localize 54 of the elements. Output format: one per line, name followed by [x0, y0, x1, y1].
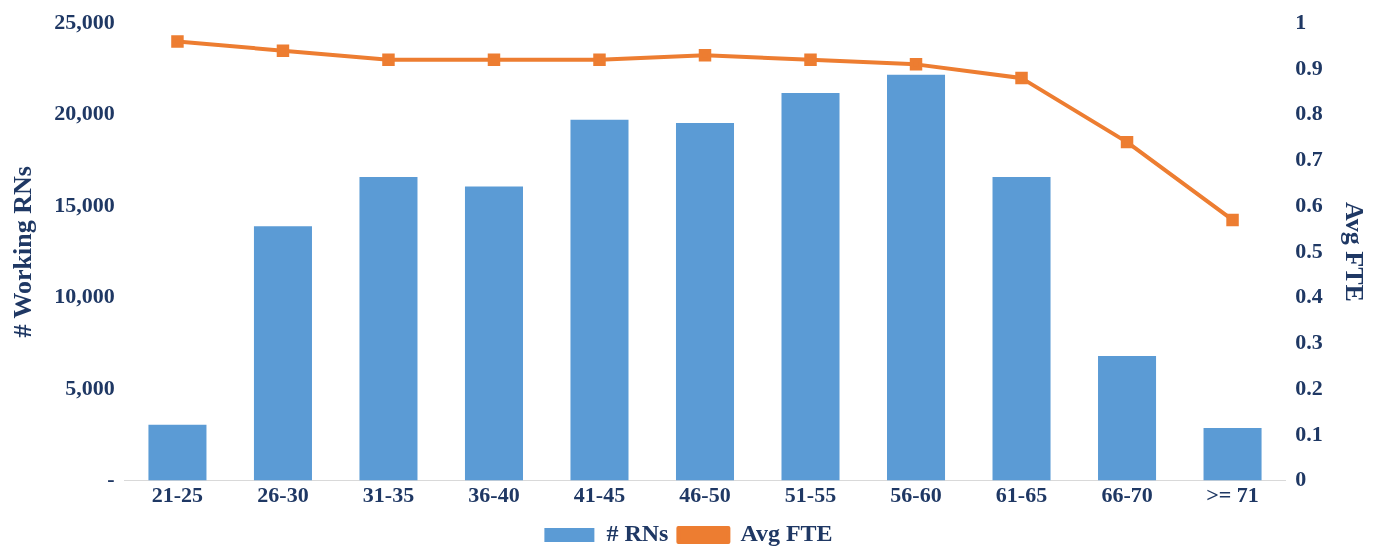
- point: [276, 44, 290, 57]
- y-tick-label: 5,000: [65, 374, 115, 400]
- bar: [781, 92, 840, 481]
- bar: [570, 119, 629, 481]
- legend-label: # RNs: [606, 520, 669, 547]
- x-tick-label: 26-30: [257, 482, 309, 508]
- x-tick-label: 46-50: [679, 482, 731, 508]
- bar: [359, 176, 418, 481]
- point: [804, 53, 817, 67]
- bar: [992, 176, 1051, 481]
- x-tick-label: 21-25: [151, 482, 204, 508]
- point: [171, 35, 184, 48]
- bar: [1098, 356, 1157, 481]
- bar: [675, 123, 735, 481]
- x-tick-label: 51-55: [784, 482, 837, 508]
- y2-tick-label: 0.8: [1295, 100, 1323, 126]
- y2-axis-title: Avg FTE: [1339, 201, 1369, 302]
- point: [1226, 213, 1239, 227]
- y2-tick-label: 0.6: [1295, 191, 1323, 217]
- point: [1120, 135, 1134, 149]
- y-tick-label: 10,000: [54, 283, 115, 309]
- legend-label: Avg FTE: [740, 520, 833, 547]
- y-tick-label: 25,000: [54, 8, 115, 34]
- point: [382, 53, 395, 67]
- bar: [464, 186, 523, 481]
- point: [487, 53, 501, 67]
- y2-tick-label: 1: [1295, 8, 1307, 34]
- y2-tick-label: 0.3: [1295, 329, 1323, 355]
- y2-tick-label: 0.1: [1295, 420, 1323, 446]
- point: [698, 48, 712, 62]
- y-tick-label: 20,000: [54, 100, 115, 126]
- x-tick-label: 41-45: [573, 482, 626, 508]
- y2-tick-label: 0.7: [1295, 146, 1323, 172]
- y-tick-label: 15,000: [54, 191, 115, 217]
- y2-tick-label: 0: [1295, 466, 1307, 492]
- y2-tick-label: 0.2: [1295, 374, 1323, 400]
- x-tick-label: 31-35: [362, 482, 415, 508]
- y-tick-label: -: [107, 466, 115, 492]
- y-axis-title: # Working RNs: [8, 166, 38, 338]
- point: [593, 53, 606, 67]
- bar: [148, 424, 207, 481]
- x-tick-label: 66-70: [1101, 482, 1153, 508]
- y2-tick-label: 0.9: [1295, 54, 1323, 80]
- y2-tick-label: 0.4: [1295, 283, 1323, 309]
- bar: [887, 74, 946, 481]
- x-tick-label: 61-65: [995, 482, 1048, 508]
- point: [909, 58, 923, 71]
- y2-tick-label: 0.5: [1295, 237, 1323, 263]
- bar: [1203, 427, 1262, 481]
- point: [1015, 71, 1028, 85]
- x-tick-label: 56-60: [890, 482, 942, 508]
- x-tick-label: 36-40: [468, 482, 520, 508]
- x-tick-label: >= 71: [1206, 482, 1259, 508]
- bar: [253, 226, 312, 481]
